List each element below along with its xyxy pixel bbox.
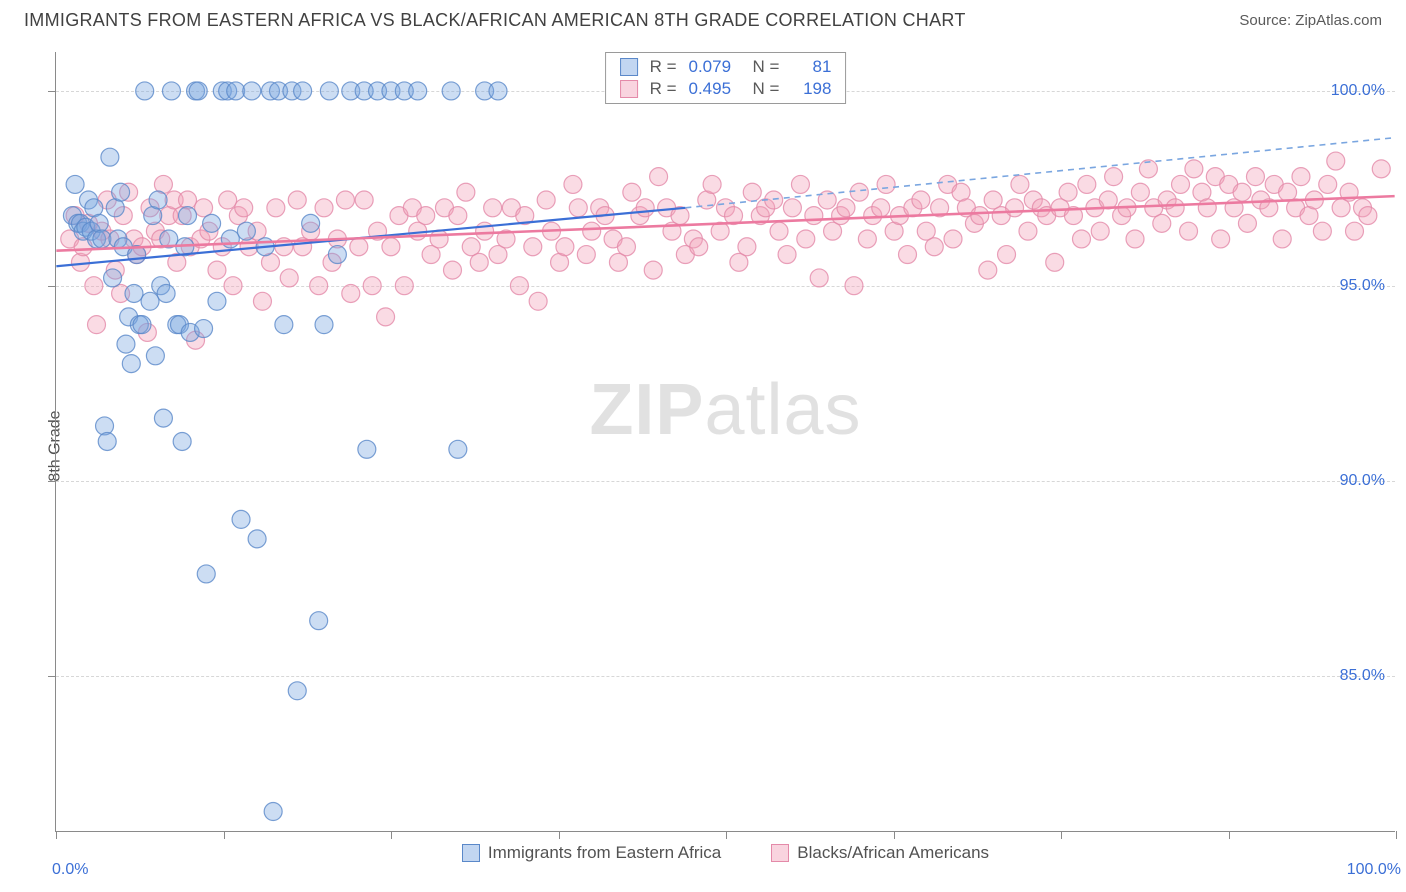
n-label: N = — [753, 57, 780, 77]
swatch-pink-icon — [620, 80, 638, 98]
r-label: R = — [650, 57, 677, 77]
y-tick — [48, 286, 56, 287]
swatch-pink-icon — [771, 844, 789, 862]
legend-label-pink: Blacks/African Americans — [797, 843, 989, 863]
x-tick — [894, 831, 895, 839]
legend-row-pink: R = 0.495 N = 198 — [606, 78, 846, 100]
y-tick — [48, 676, 56, 677]
header: IMMIGRANTS FROM EASTERN AFRICA VS BLACK/… — [0, 0, 1406, 39]
r-label-2: R = — [650, 79, 677, 99]
x-tick — [1061, 831, 1062, 839]
n-value-blue: 81 — [791, 57, 831, 77]
series-legend: Immigrants from Eastern Africa Blacks/Af… — [56, 843, 1395, 863]
legend-row-blue: R = 0.079 N = 81 — [606, 56, 846, 78]
n-value-pink: 198 — [791, 79, 831, 99]
x-min-label: 0.0% — [52, 861, 88, 879]
x-tick — [224, 831, 225, 839]
legend-item-pink: Blacks/African Americans — [771, 843, 989, 863]
chart-title: IMMIGRANTS FROM EASTERN AFRICA VS BLACK/… — [24, 10, 966, 31]
correlation-legend: R = 0.079 N = 81 R = 0.495 N = 198 — [605, 52, 847, 104]
x-tick — [1396, 831, 1397, 839]
plot-area: ZIPatlas R = 0.079 N = 81 R = 0.495 N = … — [55, 52, 1395, 832]
legend-item-blue: Immigrants from Eastern Africa — [462, 843, 721, 863]
scatter-svg — [56, 52, 1395, 831]
legend-label-blue: Immigrants from Eastern Africa — [488, 843, 721, 863]
source-attribution: Source: ZipAtlas.com — [1239, 12, 1382, 29]
y-tick — [48, 91, 56, 92]
source-link[interactable]: ZipAtlas.com — [1295, 12, 1382, 29]
r-value-blue: 0.079 — [689, 57, 741, 77]
source-prefix: Source: — [1239, 12, 1295, 29]
swatch-blue-icon — [462, 844, 480, 862]
x-tick — [559, 831, 560, 839]
n-label-2: N = — [753, 79, 780, 99]
x-tick — [56, 831, 57, 839]
y-tick — [48, 481, 56, 482]
swatch-blue-icon — [620, 58, 638, 76]
x-max-label: 100.0% — [1347, 861, 1401, 879]
x-tick — [391, 831, 392, 839]
x-tick — [726, 831, 727, 839]
chart-container: ZIPatlas R = 0.079 N = 81 R = 0.495 N = … — [55, 52, 1395, 832]
x-tick — [1229, 831, 1230, 839]
r-value-pink: 0.495 — [689, 79, 741, 99]
